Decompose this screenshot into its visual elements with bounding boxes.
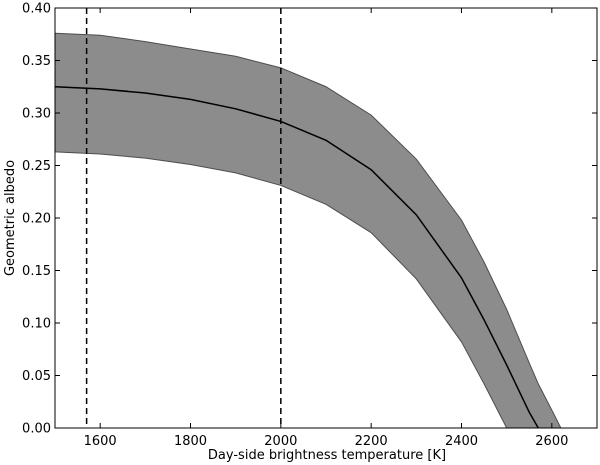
x-tick-label: 1600 bbox=[84, 434, 117, 449]
ticks: 1600 1800 2000 2200 2400 2600 0.00 0.05 0.10 0.15… bbox=[22, 2, 597, 449]
y-tick-label: 0.00 bbox=[22, 422, 51, 437]
x-tick-label: 2600 bbox=[535, 434, 568, 449]
y-tick-label: 0.20 bbox=[22, 212, 51, 227]
x-axis-label: Day-side brightness temperature [K] bbox=[208, 448, 446, 463]
y-tick-label: 0.15 bbox=[22, 264, 51, 279]
y-axis-label: Geometric albedo bbox=[3, 160, 18, 276]
y-tick-label: 0.05 bbox=[22, 369, 51, 384]
y-tick-label: 0.40 bbox=[22, 2, 51, 17]
y-tick-label: 0.25 bbox=[22, 159, 51, 174]
y-tick-label: 0.30 bbox=[22, 107, 51, 122]
x-tick-label: 2000 bbox=[264, 434, 297, 449]
central-line bbox=[55, 86, 539, 428]
x-tick-label: 2200 bbox=[355, 434, 388, 449]
uncertainty-band bbox=[55, 32, 562, 428]
y-tick-label: 0.35 bbox=[22, 54, 51, 69]
x-tick-label: 2400 bbox=[445, 434, 478, 449]
x-tick-label: 1800 bbox=[174, 434, 207, 449]
y-tick-label: 0.10 bbox=[22, 317, 51, 332]
plot-area bbox=[54, 7, 598, 429]
